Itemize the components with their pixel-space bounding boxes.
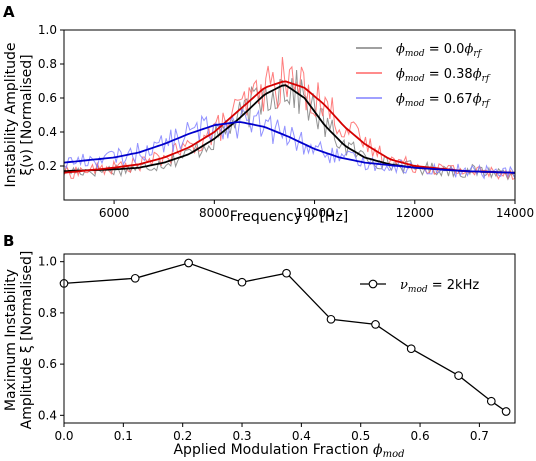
- panel-b-x-tick-label-3: 0.3: [232, 429, 251, 443]
- panel-b-frame: [63, 253, 516, 424]
- legend-b-marker: [368, 279, 378, 289]
- series-b-point-5: [326, 314, 336, 324]
- panel-a-chart: 6000 8000 10000 12000 14000 0.20.40.60.81.0 …: [3, 23, 534, 225]
- panel-b-x-tick-label-4: 0.4: [292, 429, 311, 443]
- panel-b-y-tick-label-2: 0.8: [38, 306, 57, 320]
- panel-b-y-ticks: 0.4 0.6 0.8 1.0: [38, 255, 64, 422]
- series-b-point-9: [486, 396, 496, 406]
- panel-b-x-tick-label-1: 0.1: [114, 429, 133, 443]
- series-b-point-8: [454, 371, 463, 380]
- panel-a-label: A: [3, 3, 15, 21]
- series-b-point-7: [406, 344, 416, 354]
- panel-a-x-tick-label-4: 14000: [496, 206, 534, 220]
- panel-b-x-label: Applied Modulation Fraction ϕmod: [173, 442, 404, 460]
- legend-a-label-1: ϕmod = 0.38ϕrf: [396, 67, 491, 84]
- series-b-point-2: [184, 258, 193, 268]
- panel-a-y-tick-label-1: 0.4: [38, 125, 57, 139]
- series-a-raw-2: [63, 108, 516, 180]
- panel-b-label: B: [3, 232, 14, 250]
- panel-b-y-tick-label-1: 0.6: [38, 357, 57, 371]
- panel-a-x-tick-label-3: 12000: [396, 206, 434, 220]
- panel-a-y-tick-label-0: 0.2: [38, 159, 57, 173]
- panel-b-x-tick-label-5: 0.5: [351, 429, 370, 443]
- panel-a-y-label-line2: ξ(ν) [Normalised]: [19, 54, 35, 175]
- series-b-point-4: [282, 268, 291, 278]
- panel-a-x-tick-label-1: 8000: [199, 206, 230, 220]
- panel-a-legend: ϕmod = 0.0ϕrf ϕmod = 0.38ϕrf ϕmod = 0.67…: [356, 42, 491, 109]
- panel-a-series: [63, 56, 516, 181]
- panel-b-x-tick-label-7: 0.7: [470, 429, 489, 443]
- panel-a-y-tick-label-2: 0.6: [38, 91, 57, 105]
- series-b-point-3: [237, 277, 247, 287]
- panel-b-x-tick-label-6: 0.6: [411, 429, 430, 443]
- panel-a-y-tick-label-4: 1.0: [38, 23, 57, 37]
- panel-a-x-tick-label-2: 10000: [295, 206, 333, 220]
- panel-b-x-tick-label-0: 0.0: [54, 429, 73, 443]
- legend-a-label-0: ϕmod = 0.0ϕrf: [396, 42, 483, 59]
- series-b-point-1: [130, 273, 140, 283]
- panel-a-frame: [63, 29, 516, 201]
- panel-b-y-tick-label-0: 0.4: [38, 408, 57, 422]
- panel-b-x-ticks: 0.0 0.1 0.2 0.3 0.4 0.5 0.6 0.7: [54, 423, 489, 443]
- panel-a-x-ticks: 6000 8000 10000 12000 14000: [99, 200, 534, 220]
- legend-b-label: νmod = 2kHz: [400, 278, 479, 295]
- series-b-point-6: [371, 320, 380, 329]
- panel-a-y-tick-label-3: 0.8: [38, 57, 57, 71]
- panel-b-series: [59, 258, 511, 416]
- panel-a-x-label: Frequency ν [Hz]: [230, 209, 349, 225]
- panel-b-y-label-line2: Amplitude ξ [Normalised]: [19, 251, 35, 430]
- panel-b-y-label-line1: Maximum Instability: [3, 269, 19, 411]
- series-a-raw-1: [63, 56, 516, 181]
- series-a-fit-2: [63, 121, 516, 174]
- legend-a-label-2: ϕmod = 0.67ϕrf: [396, 92, 491, 109]
- panel-b-chart: 0.0 0.1 0.2 0.3 0.4 0.5 0.6 0.7 0.4 0.6 0.8 1.0 νm…: [3, 251, 516, 460]
- series-b-point-10: [501, 407, 511, 416]
- panel-b-legend: νmod = 2kHz: [360, 278, 479, 295]
- panel-b-y-tick-label-3: 1.0: [38, 255, 57, 269]
- panel-a-x-tick-label-0: 6000: [99, 206, 130, 220]
- panel-a-y-label-line1: Instability Amplitude: [3, 43, 19, 188]
- panel-a-y-ticks: 0.2 0.4 0.6 0.8 1.0: [38, 23, 64, 173]
- panel-b-x-tick-label-2: 0.2: [173, 429, 192, 443]
